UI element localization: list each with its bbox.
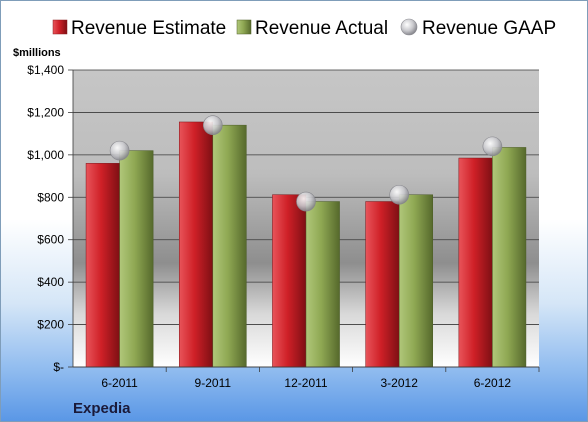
bar-revenue-estimate-3-2012 (365, 201, 400, 368)
y-tick-label-200: $200 (37, 318, 64, 332)
company-name: Expedia (73, 400, 131, 417)
marker-revenue-gaap-6-2011 (109, 140, 130, 161)
legend-label-revenue-estimate: Revenue Estimate (71, 18, 226, 39)
y-tick-label-1200: $1,200 (27, 105, 64, 119)
legend-item-revenue-actual: Revenue Actual (236, 18, 388, 39)
bar-revenue-actual-3-2012 (398, 194, 434, 368)
legend-label-revenue-actual: Revenue Actual (255, 18, 388, 39)
bar-revenue-estimate-6-2011 (85, 163, 120, 368)
y-tick-label-800: $800 (37, 190, 64, 204)
legend-swatch-revenue-gaap (400, 18, 418, 36)
marker-revenue-gaap-9-2011 (203, 115, 223, 135)
bar-revenue-estimate-9-2011 (178, 121, 214, 368)
legend-swatch-revenue-estimate (52, 19, 68, 35)
bar-revenue-actual-6-2011 (119, 150, 154, 368)
legend-item-revenue-gaap: Revenue GAAP (400, 18, 556, 39)
bar-revenue-estimate-12-2011 (272, 194, 307, 368)
bar-revenue-actual-12-2011 (305, 201, 340, 368)
legend-item-revenue-estimate: Revenue Estimate (52, 18, 226, 39)
legend-label-revenue-gaap: Revenue GAAP (422, 18, 556, 39)
marker-revenue-gaap-3-2012 (389, 184, 410, 205)
x-tick-label-3-2012: 3-2012 (381, 376, 419, 390)
bar-revenue-estimate-6-2012 (458, 157, 493, 368)
bar-revenue-actual-9-2011 (212, 124, 247, 368)
y-tick-label-1000: $1,000 (27, 148, 64, 162)
x-tick-label-12-2011: 12-2011 (284, 376, 327, 390)
marker-revenue-gaap-12-2011 (296, 191, 316, 212)
marker-revenue-gaap-6-2012 (482, 136, 503, 157)
bars (85, 121, 527, 368)
x-tick-label-9-2011: 9-2011 (195, 376, 232, 390)
y-tick-label-1400: $1,400 (27, 63, 64, 77)
legend-swatch-revenue-actual (236, 19, 252, 35)
y-tick-label-600: $600 (37, 233, 64, 247)
x-axis: 6-2011 9-2011 12-2011 3-2012 6-2012 (73, 366, 540, 390)
legend: Revenue Estimate Revenue Actual Revenue … (52, 18, 556, 39)
y-tick-label-0: $- (53, 360, 64, 374)
bar-revenue-actual-6-2012 (492, 147, 527, 368)
y-tick-label-400: $400 (37, 275, 64, 289)
x-tick-label-6-2011: 6-2011 (101, 376, 138, 390)
x-tick-label-6-2012: 6-2012 (474, 376, 512, 390)
y-axis-unit-label: $millions (13, 47, 61, 59)
gaap-markers (109, 115, 503, 212)
y-axis: $- $200 $400 $600 $800 $1,000 $1,200 $1,400 (27, 63, 74, 374)
